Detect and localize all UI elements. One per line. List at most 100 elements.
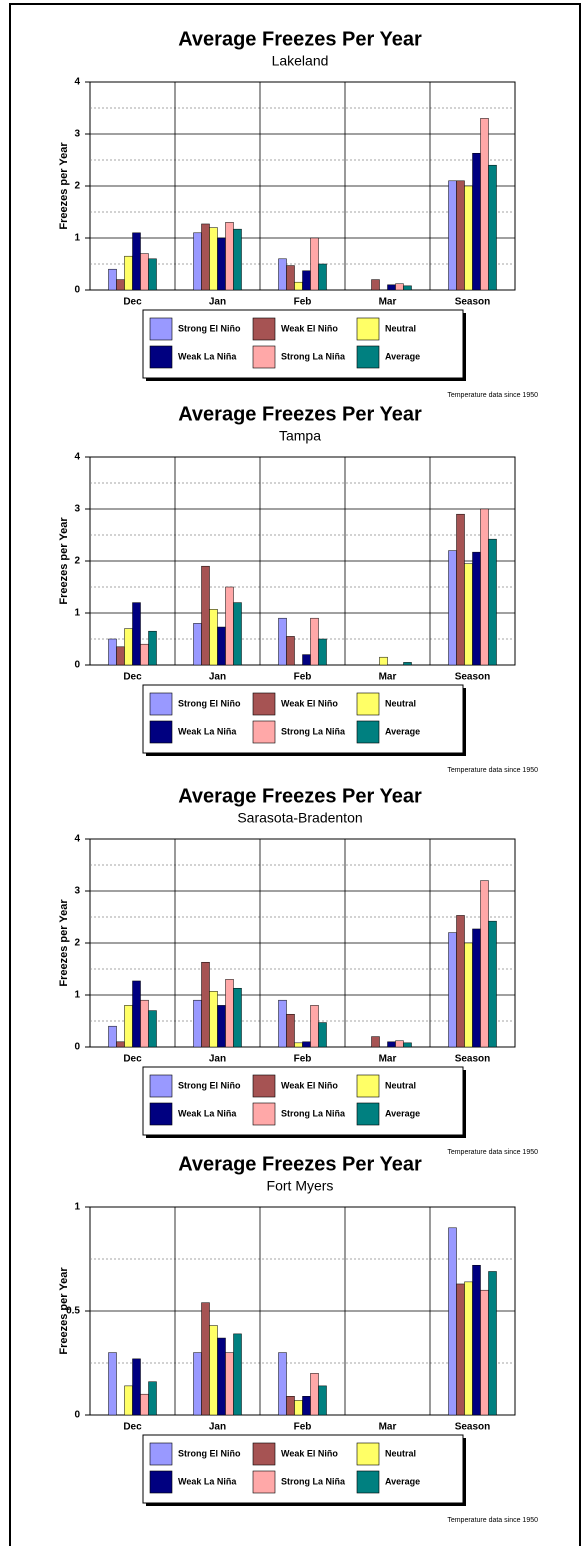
legend-swatch xyxy=(149,1074,173,1098)
bar xyxy=(318,638,327,666)
footnote: Temperature data since 1950 xyxy=(447,767,538,774)
bar xyxy=(395,283,404,291)
legend-swatch xyxy=(252,345,276,369)
bar xyxy=(472,1264,481,1416)
x-tick-label: Mar xyxy=(379,1422,397,1433)
bar xyxy=(395,1040,404,1048)
legend-label: Strong La Niña xyxy=(281,1108,346,1118)
bar xyxy=(464,1281,473,1416)
x-tick-label: Dec xyxy=(123,672,142,683)
y-tick-label: 3 xyxy=(74,504,80,515)
bar xyxy=(201,223,210,291)
bar xyxy=(387,1041,396,1048)
bar xyxy=(286,1013,295,1048)
x-tick-label: Mar xyxy=(379,1054,397,1065)
bar xyxy=(294,281,303,291)
legend-label: Weak El Niño xyxy=(281,698,338,708)
bar xyxy=(278,999,287,1048)
bar xyxy=(140,253,149,291)
bar xyxy=(233,602,242,666)
legend-swatch xyxy=(356,1470,380,1494)
legend-label: Neutral xyxy=(385,1448,416,1458)
bar xyxy=(448,180,457,291)
bar xyxy=(310,1373,319,1416)
bar xyxy=(217,626,226,666)
bar xyxy=(302,1041,311,1048)
bar xyxy=(116,279,125,291)
y-tick-label: 0 xyxy=(74,1042,80,1053)
x-tick-label: Season xyxy=(455,1054,491,1065)
bar xyxy=(148,630,157,666)
bar xyxy=(310,237,319,291)
footnote: Temperature data since 1950 xyxy=(447,1149,538,1156)
bar xyxy=(132,980,141,1048)
bar xyxy=(448,550,457,666)
bar xyxy=(225,222,234,291)
bar xyxy=(233,228,242,291)
x-tick-label: Jan xyxy=(209,297,226,308)
bar xyxy=(193,999,202,1048)
bar xyxy=(456,180,465,291)
bar xyxy=(225,586,234,666)
bar xyxy=(209,227,218,291)
y-tick-label: 0 xyxy=(74,285,80,296)
legend-label: Strong La Niña xyxy=(281,351,346,361)
y-tick-label: 4 xyxy=(74,77,80,88)
bar xyxy=(286,636,295,666)
bar xyxy=(286,1396,295,1416)
bar xyxy=(233,987,242,1048)
x-tick-label: Season xyxy=(455,672,491,683)
legend-label: Average xyxy=(385,1476,420,1486)
legend-swatch xyxy=(252,720,276,744)
legend-swatch xyxy=(356,1102,380,1126)
legend-label: Neutral xyxy=(385,698,416,708)
bar xyxy=(472,551,481,666)
x-tick-label: Jan xyxy=(209,1422,226,1433)
bar xyxy=(108,1025,117,1048)
bar xyxy=(464,185,473,291)
bar xyxy=(233,1333,242,1416)
bar xyxy=(278,258,287,291)
bar xyxy=(148,258,157,291)
chart-title: Average Freezes Per Year xyxy=(178,785,422,807)
bar xyxy=(225,1352,234,1416)
y-axis-label: Freezes per Year xyxy=(58,899,70,987)
legend-label: Strong El Niño xyxy=(178,1080,241,1090)
bar xyxy=(371,1036,380,1048)
bar xyxy=(124,1385,133,1416)
legend-label: Weak La Niña xyxy=(178,726,237,736)
legend-label: Strong El Niño xyxy=(178,1448,241,1458)
bar xyxy=(278,617,287,666)
chart: Average Freezes Per Year Tampa Freezes per… xyxy=(58,403,538,774)
x-tick-label: Jan xyxy=(209,672,226,683)
chart: Average Freezes Per Year Lakeland Freezes … xyxy=(58,28,538,399)
legend xyxy=(142,309,464,379)
chart-subtitle: Fort Myers xyxy=(267,1178,334,1194)
legend-label: Strong La Niña xyxy=(281,726,346,736)
legend-label: Neutral xyxy=(385,323,416,333)
legend-swatch xyxy=(149,1442,173,1466)
bar xyxy=(456,513,465,666)
y-tick-label: 3 xyxy=(74,886,80,897)
bar xyxy=(209,991,218,1048)
legend-swatch xyxy=(252,1442,276,1466)
bar xyxy=(379,656,388,666)
x-tick-label: Mar xyxy=(379,297,397,308)
chart: Average Freezes Per Year Fort Myers Freeze… xyxy=(58,1153,538,1524)
legend-label: Weak El Niño xyxy=(281,1448,338,1458)
legend-swatch xyxy=(149,720,173,744)
bar xyxy=(193,623,202,666)
legend-label: Strong El Niño xyxy=(178,698,241,708)
bar xyxy=(294,1400,303,1416)
chart-subtitle: Lakeland xyxy=(272,53,329,69)
bar xyxy=(140,999,149,1048)
x-tick-label: Feb xyxy=(294,1054,312,1065)
bar xyxy=(464,563,473,666)
bar xyxy=(488,1271,497,1416)
bar xyxy=(371,279,380,291)
bar xyxy=(148,1010,157,1048)
bar xyxy=(209,1325,218,1416)
bar xyxy=(294,1042,303,1048)
bar xyxy=(217,1005,226,1048)
